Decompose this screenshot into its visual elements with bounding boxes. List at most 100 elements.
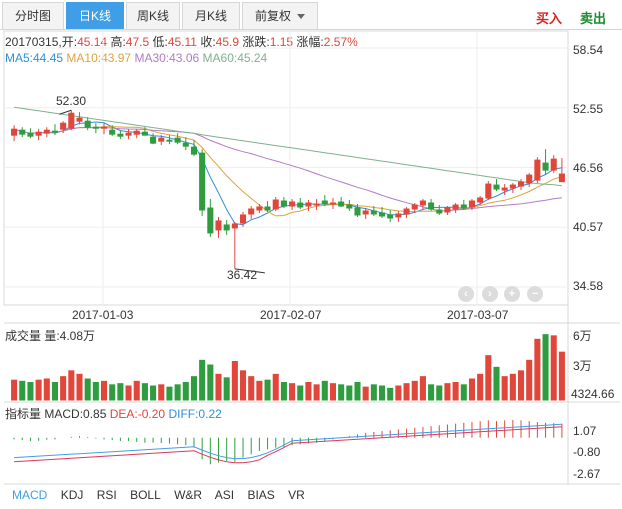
adjust-dropdown[interactable]: 前复权 [242, 2, 318, 29]
adjust-dropdown-label: 前复权 [254, 9, 291, 23]
volume-bar [444, 383, 451, 401]
candle-body [174, 137, 181, 143]
sell-button[interactable]: 卖出 [580, 11, 607, 26]
candle-body [158, 137, 165, 142]
candle-body [215, 220, 222, 231]
volume-bar [411, 380, 418, 401]
close-label: 收: [200, 35, 216, 49]
volume-bar [542, 334, 549, 401]
candle-body [370, 210, 377, 215]
quote-line: 20170315,开:45.14 高:47.5 低:45.11 收:45.9 涨… [5, 35, 358, 49]
candle-body [297, 202, 304, 208]
date-tick: 2017-02-07 [260, 308, 322, 322]
volume-bar [493, 366, 500, 401]
scroll-left-button[interactable]: ‹ [458, 286, 474, 302]
diff-value: DIFF:0.22 [168, 407, 222, 421]
indicator-tab-wr[interactable]: W&R [174, 488, 203, 502]
volume-bar [370, 384, 377, 401]
volume-bar [117, 383, 124, 401]
volume-bar [109, 384, 116, 401]
volume-bar [223, 377, 230, 401]
candle-body [477, 197, 484, 203]
volume-bar [60, 376, 67, 401]
candle-body [452, 204, 459, 210]
volume-bar [428, 384, 435, 401]
volume-bar [182, 382, 189, 401]
tab-monthly-k[interactable]: 月K线 [182, 2, 240, 29]
candle-body [411, 204, 418, 210]
tab-weekly-k[interactable]: 周K线 [126, 2, 180, 29]
volume-bar [272, 373, 279, 401]
candle-body [428, 202, 435, 210]
candle-body [444, 207, 451, 213]
candle-body [526, 174, 533, 184]
quote-date: 20170315 [5, 35, 59, 49]
candle-body [354, 207, 361, 216]
macd-legend: 指标量 MACD:0.85 DEA:-0.20 DIFF:0.22 [5, 405, 222, 422]
candle-body [329, 202, 337, 205]
indicator-tab-kdj[interactable]: KDJ [60, 488, 84, 502]
candle-body [141, 131, 148, 136]
ma60-label: MA60:45.24 [202, 51, 268, 65]
candle-body [264, 206, 271, 211]
indicator-tab-bias[interactable]: BIAS [247, 488, 275, 502]
indicator-tab-boll[interactable]: BOLL [130, 488, 161, 502]
dea-line [14, 426, 562, 464]
zoom-out-button[interactable]: − [527, 286, 543, 302]
indicator-tab-rsi[interactable]: RSI [96, 488, 117, 502]
volume-bar [150, 385, 157, 401]
volume-bar [297, 385, 304, 401]
volume-bar [68, 370, 75, 401]
indicator-tab-macd[interactable]: MACD [12, 488, 48, 502]
open-value: 45.14 [77, 35, 108, 49]
high-value: 47.5 [125, 35, 150, 49]
volume-title: 成交量 量:4.08万 [5, 329, 96, 343]
ma5-label: MA5:44.45 [5, 51, 64, 65]
tab-daily-k[interactable]: 日K线 [66, 2, 124, 29]
indicator-tab-asi[interactable]: ASI [214, 488, 235, 502]
date-tick: 2017-01-03 [72, 308, 134, 322]
volume-tick: 4324.66 [571, 387, 615, 401]
pct-value: 2.57% [323, 35, 358, 49]
volume-bar [51, 382, 59, 401]
pct-label: 涨幅: [296, 35, 324, 49]
scroll-right-button[interactable]: › [482, 286, 498, 302]
candle-body [100, 126, 108, 129]
buy-button[interactable]: 买入 [536, 11, 563, 26]
volume-bar [239, 370, 247, 401]
volume-bar [133, 380, 140, 401]
candle-body [460, 204, 467, 209]
volume-bar [19, 380, 26, 401]
candle-body [280, 200, 287, 207]
candle-body [493, 184, 500, 190]
candle-body [43, 129, 50, 134]
volume-bar [558, 351, 565, 401]
volume-bar [534, 338, 541, 401]
candle-body [199, 152, 206, 211]
volume-bar [321, 380, 328, 401]
indicator-tab-vr[interactable]: VR [288, 488, 305, 502]
price-tick: 52.55 [573, 102, 604, 116]
indicator-tabs: MACD KDJ RSI BOLL W&R ASI BIAS VR [12, 488, 315, 502]
zoom-in-button[interactable]: + [504, 286, 520, 302]
candle-body [109, 129, 116, 135]
candle-body [76, 117, 83, 122]
volume-bar [92, 382, 99, 401]
volume-bar [289, 383, 296, 401]
candle-body [207, 207, 214, 234]
volume-bar [125, 385, 132, 401]
volume-bar [395, 385, 402, 401]
candle-body [542, 162, 549, 171]
volume-bar [313, 384, 320, 401]
volume-bar [452, 382, 459, 401]
candle-body [60, 122, 67, 130]
candle-body [19, 129, 26, 135]
candle-body [248, 208, 255, 215]
tab-intraday[interactable]: 分时图 [2, 2, 64, 29]
candle-body [558, 173, 565, 183]
macd-value: MACD:0.85 [44, 407, 107, 421]
volume-bar [338, 384, 345, 401]
candle-body [256, 206, 263, 211]
high-annotation: 52.30 [56, 94, 87, 108]
